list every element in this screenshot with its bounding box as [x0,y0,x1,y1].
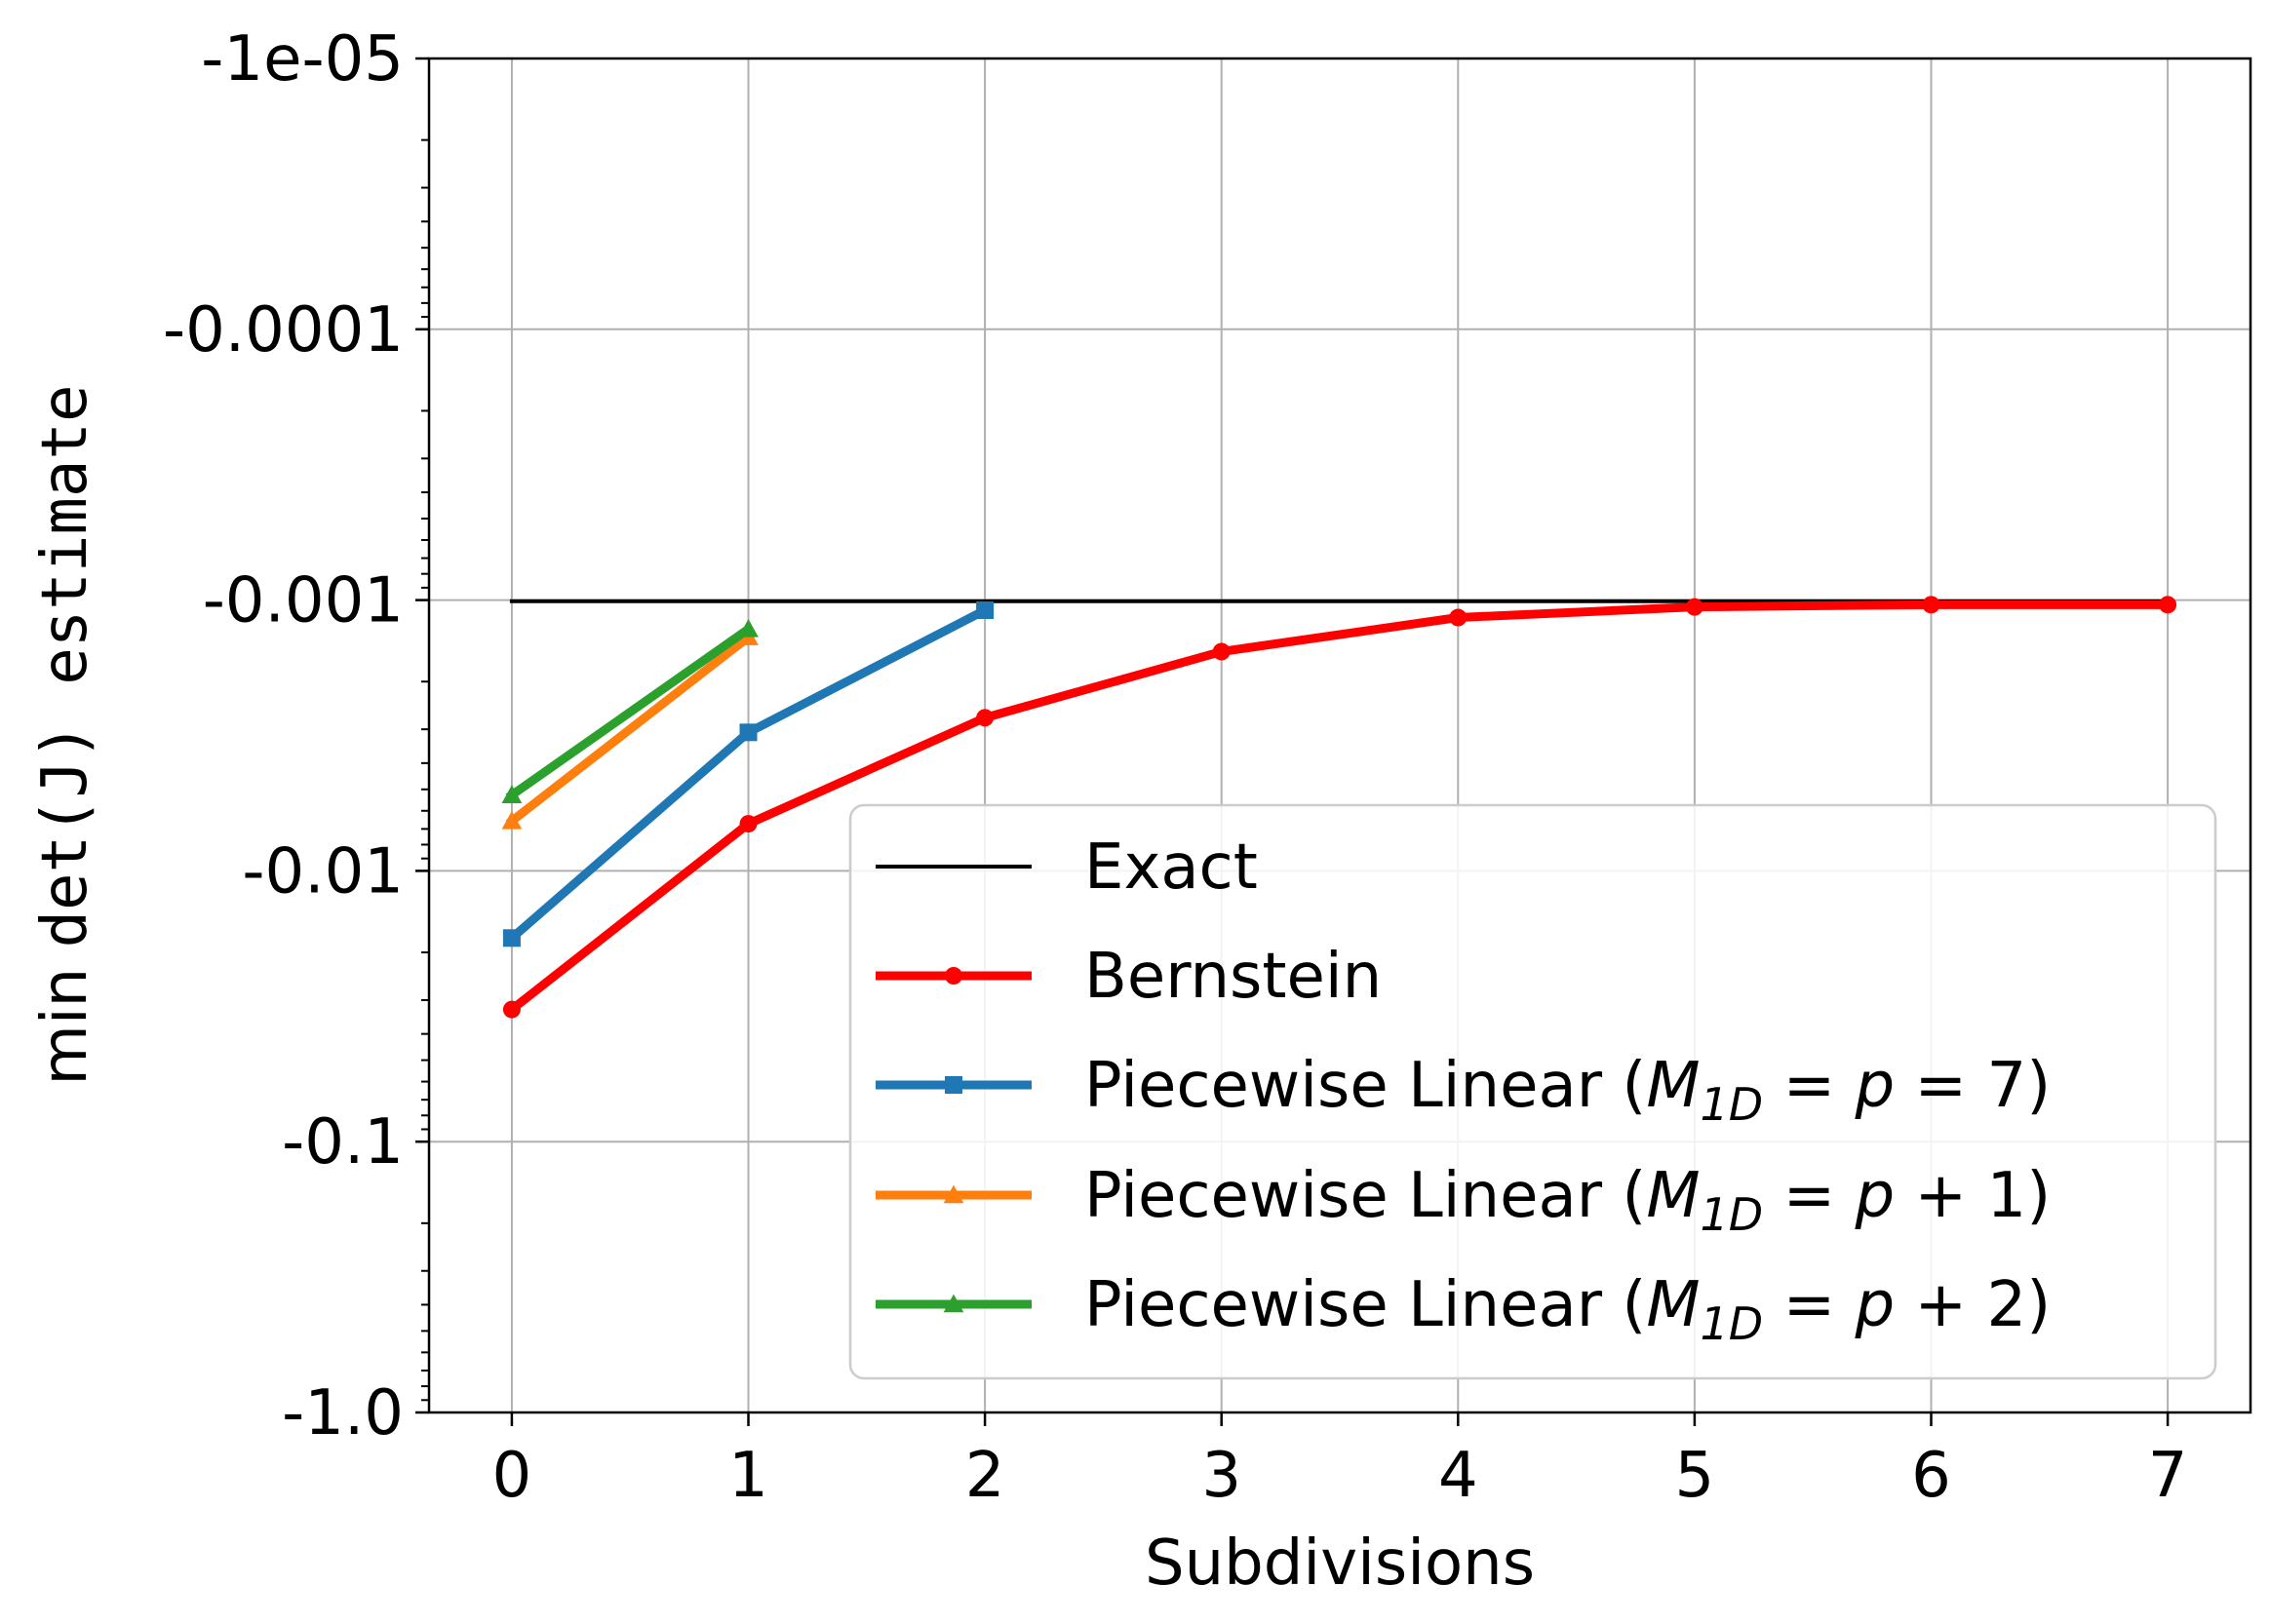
marker-square [502,929,521,947]
legend-item: Piecewise Linear (M1D = p = 7) [876,1050,2051,1131]
x-tick-label: 2 [965,1440,1005,1512]
legend-label-math-m: M [1646,1050,1700,1122]
y-axis: -1e-05 -0.0001 -0.001 -0.01 -0.1 -1.0 [163,23,429,1450]
legend-box [848,803,2217,1380]
marker-triangle [738,619,759,638]
marker-circle [1212,642,1231,661]
y-tick-label: -1.0 [282,1377,404,1450]
series-line [505,623,755,801]
marker-triangle [501,811,523,830]
x-tick-label: 6 [1911,1440,1951,1512]
marker-circle [1685,598,1703,616]
marker-square [945,1076,962,1094]
legend-label-rest: + 2) [1895,1269,2051,1341]
series-bernstein [502,596,2177,1019]
legend: Exact Bernstein Piecewise Linear (M1D = p … [848,803,2217,1380]
y-tick-label: -0.1 [282,1106,404,1179]
legend-label-subscript: 1D [1701,1188,1764,1241]
x-tick-label: 4 [1438,1440,1478,1512]
marker-triangle [501,785,523,803]
marker-circle [2159,596,2177,614]
legend-label-math-p: p [1855,1269,1896,1341]
legend-label: Piecewise Linear (M1D = p = 7) [1084,1050,2051,1131]
y-tick-label: -0.001 [203,565,404,638]
y-minor-ticks [421,138,429,1402]
series-layer [501,596,2177,1019]
legend-item: Exact [876,831,1258,904]
legend-label-math-p: p [1855,1160,1896,1232]
x-tick-label: 0 [492,1440,532,1512]
marker-circle [1449,608,1468,627]
series-line [505,631,755,828]
y-tick-label: -0.0001 [163,294,404,367]
legend-label-text: Piecewise Linear ( [1084,1050,1646,1122]
legend-label-math-m: M [1646,1269,1700,1341]
legend-label: Exact [1084,831,1258,904]
marker-circle [502,1000,521,1019]
y-tick-label: -1e-05 [201,23,404,96]
series-line [505,599,2172,1016]
marker-triangle [943,1294,964,1313]
marker-circle [945,967,962,985]
series-pl-p7 [502,600,995,947]
legend-label-subscript: 1D [1701,1297,1764,1350]
marker-triangle [943,1184,964,1204]
marker-circle [739,815,758,833]
legend-label-math-p: p [1855,1050,1896,1122]
legend-label-rest: = 7) [1895,1050,2051,1122]
legend-label-subscript: 1D [1701,1078,1764,1131]
x-tick-label: 5 [1675,1440,1715,1512]
legend-item: Piecewise Linear (M1D = p + 1) [876,1160,2051,1241]
x-axis-label: Subdivisions [1145,1527,1535,1600]
marker-circle [1922,596,1940,614]
marker-square [976,600,995,619]
legend-label: Piecewise Linear (M1D = p + 1) [1084,1160,2051,1241]
series-pl-p1 [501,627,759,830]
x-tick-label: 7 [2148,1440,2188,1512]
series-pl-p2 [501,619,759,803]
plot-frame [427,57,2252,1414]
marker-square [739,723,758,742]
legend-label: Bernstein [1084,941,1382,1013]
legend-label-equals: = [1763,1160,1855,1232]
y-axis-label-mono: det(J) estimate [29,385,101,948]
marker-circle [976,709,995,727]
x-axis: 0 1 2 3 4 5 6 7 [492,1412,2188,1512]
y-tick-label: -0.01 [242,835,404,908]
legend-label-equals: = [1763,1269,1855,1341]
legend-label-text: Piecewise Linear ( [1084,1269,1646,1341]
legend-label: Piecewise Linear (M1D = p + 2) [1084,1269,2051,1350]
legend-label-math-m: M [1646,1160,1700,1232]
y-axis-label: min det(J) estimate [29,385,101,1086]
legend-item: Bernstein [876,941,1382,1013]
x-tick-label: 1 [728,1440,768,1512]
legend-label-rest: + 1) [1895,1160,2051,1232]
legend-label-text: Piecewise Linear ( [1084,1160,1646,1232]
legend-label-equals: = [1763,1050,1855,1122]
legend-item: Piecewise Linear (M1D = p + 2) [876,1269,2051,1350]
y-axis-label-prefix: min [29,968,101,1086]
x-tick-label: 3 [1201,1440,1241,1512]
